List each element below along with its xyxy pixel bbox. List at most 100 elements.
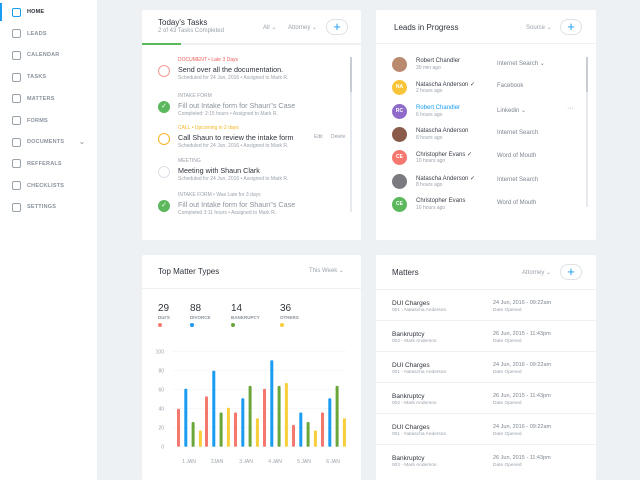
- user-circle-icon: [12, 29, 21, 39]
- bar-1jan-series-0: [177, 408, 180, 447]
- matter-row[interactable]: Bankruptcy 002 - Mark Anderson 26 Jun, 201…: [376, 382, 596, 413]
- sidebar-item-label: SETTINGS: [27, 204, 57, 211]
- y-tick-label: 60: [158, 388, 164, 394]
- lead-item[interactable]: CE Christopher Evans ✓ 10 hours ago Word of…: [376, 150, 596, 173]
- task-meta: Completed 3:11 hours • Assigned to Mark …: [178, 210, 277, 216]
- lead-name[interactable]: Robert Chandler: [416, 104, 461, 111]
- edit-task-link[interactable]: Edit: [314, 134, 323, 140]
- matter-row[interactable]: DUI Charges 001 - Natascha Anderson 24 Jun…: [376, 413, 596, 444]
- stat-label: BANKRUPCY: [231, 315, 260, 320]
- stat-others: 36 OTHERS: [280, 303, 299, 327]
- matter-date-label: Date Opened: [493, 463, 522, 468]
- top-matter-types-card: Top Matter Types This Week ⌄ 0 20 40 60 80 10…: [142, 255, 361, 480]
- task-tag: CALL • Upcoming in 2 days: [178, 125, 239, 131]
- matter-title: Bankruptcy: [392, 331, 425, 338]
- matter-date: 24 Jun, 2016 - 09:22am: [493, 424, 552, 430]
- home-icon: [12, 7, 21, 17]
- chevron-down-icon[interactable]: ⌄: [79, 139, 86, 147]
- bar-1jan-series-1: [184, 388, 188, 447]
- sidebar-item-checklists[interactable]: CHECKLISTS: [0, 175, 97, 197]
- matter-row[interactable]: Bankruptcy 002 - Mark Anderson 26 Jun, 201…: [376, 320, 596, 351]
- bar-3jan-series-3: [255, 418, 259, 447]
- sidebar-item-matters[interactable]: MATTERS: [0, 88, 97, 110]
- sidebar-item-documents[interactable]: DOCUMENTS ⌄: [0, 131, 97, 153]
- lead-source: Word of Mouth: [497, 153, 537, 160]
- y-tick-label: 100: [156, 350, 165, 356]
- task-meta: Scheduled for 24 Jun, 2016 • Assigned to…: [178, 75, 289, 81]
- matter-row[interactable]: DUI Charges 001 - Natascha Anderson 24 Jun…: [376, 289, 596, 320]
- matters-card: Matters Attorney ⌄ + DUI Charges 001 - Na…: [376, 255, 596, 480]
- tasks-filter-all[interactable]: All ⌄: [263, 25, 277, 31]
- bar-3jan-series-2: [248, 385, 252, 447]
- matter-client: 001 - Natascha Anderson: [392, 432, 447, 437]
- sidebar-item-settings[interactable]: SETTINGS: [0, 196, 97, 218]
- lead-item[interactable]: Natascha Anderson 8 hours ago Internet Sea…: [376, 126, 596, 150]
- top-matter-period-filter[interactable]: This Week ⌄: [309, 268, 344, 274]
- task-status-circle[interactable]: [158, 166, 170, 178]
- lead-item[interactable]: Robert Chandler 30 min ago Internet Search…: [376, 57, 596, 80]
- lead-item[interactable]: NA Natascha Anderson ✓ 2 hours ago Facebook: [376, 80, 596, 103]
- tasks-scrollbar[interactable]: [350, 57, 352, 212]
- lead-item[interactable]: Natascha Anderson ✓ 8 hours ago Internet S…: [376, 173, 596, 197]
- stat-value: 14: [231, 303, 243, 314]
- leads-card: Leads in Progress Source ⌄ + Robert Chan…: [376, 10, 596, 240]
- lead-item[interactable]: RC Robert Chandler 6 hours ago Linkedin ⌄ ··…: [376, 103, 596, 127]
- matters-attorney-filter[interactable]: Attorney ⌄: [522, 270, 552, 276]
- more-options-icon[interactable]: ···: [567, 104, 574, 112]
- task-status-circle[interactable]: [158, 65, 170, 77]
- task-item[interactable]: DOCUMENT • Late 3 Days Send over all the …: [142, 57, 342, 89]
- lead-name[interactable]: Robert Chandler: [416, 58, 461, 64]
- bar-2jan-series-1: [212, 370, 216, 447]
- lead-name[interactable]: Natascha Anderson: [416, 127, 469, 134]
- checklist-icon: [12, 181, 21, 191]
- tasks-filter-attorney[interactable]: Attorney ⌄: [288, 25, 318, 31]
- stat-value: 88: [190, 303, 202, 314]
- tasks-progress-track: [142, 43, 361, 45]
- avatar: CE: [392, 196, 407, 212]
- lead-item[interactable]: CE Christopher Evans 10 hours ago Word of M…: [376, 196, 596, 220]
- sidebar-item-label: CHECKLISTS: [27, 182, 65, 189]
- leads-scrollbar[interactable]: [586, 57, 588, 207]
- add-matter-button[interactable]: +: [560, 264, 582, 280]
- lead-name[interactable]: Christopher Evans: [416, 197, 466, 204]
- matter-row[interactable]: DUI Charges 001 - Natascha Anderson 24 Jun…: [376, 351, 596, 382]
- sidebar-item-leads[interactable]: LEADS: [0, 23, 97, 45]
- stat-value: 36: [280, 303, 292, 314]
- bar-4jan-series-1: [270, 360, 274, 447]
- task-item[interactable]: ✓ INTAKE FORM • Was Late for 3 days Fill o…: [142, 192, 342, 224]
- task-status-circle[interactable]: [158, 133, 170, 145]
- bar-5jan-series-0: [292, 424, 295, 447]
- check-circle-icon[interactable]: ✓: [158, 200, 170, 212]
- task-title: Fill out Intake form for Shaun"s Case: [178, 200, 296, 209]
- referral-icon: [12, 159, 21, 169]
- bar-6jan-series-1: [328, 398, 332, 447]
- sidebar: HOME LEADS CALENDAR TASKS MATTERS FORMS DOCUME…: [0, 0, 97, 480]
- lead-name[interactable]: Christopher Evans ✓: [416, 152, 473, 159]
- matter-date: 24 Jun, 2016 - 09:22am: [493, 362, 552, 368]
- sidebar-item-tasks[interactable]: TASKS: [0, 66, 97, 88]
- bar-3jan-series-0: [234, 412, 237, 447]
- task-item[interactable]: MEETING Meeting with Shaun Clark Scheduled…: [142, 158, 342, 190]
- sidebar-item-refferals[interactable]: REFFERALS: [0, 153, 97, 175]
- check-circle-icon[interactable]: ✓: [158, 101, 170, 113]
- task-item[interactable]: ✓ INTAKE FORM Fill out Intake form for Sha…: [142, 93, 342, 125]
- lead-time: 8 hours ago: [416, 134, 443, 141]
- sidebar-item-calendar[interactable]: CALENDAR: [0, 44, 97, 66]
- stat-duis: 29 DUI'S: [158, 303, 170, 327]
- add-task-button[interactable]: +: [326, 19, 348, 35]
- lead-source: Internet Search ⌄: [497, 61, 545, 67]
- matter-row[interactable]: Bankruptcy 002 - Mark Anderson 26 Jun, 201…: [376, 444, 596, 475]
- task-meta: Scheduled for 24 Jun, 2016 • Assigned to…: [178, 143, 289, 149]
- task-item[interactable]: CALL • Upcoming in 2 days Call Shaun to r…: [142, 125, 346, 157]
- sidebar-item-forms[interactable]: FORMS: [0, 110, 97, 132]
- delete-task-link[interactable]: Delete: [331, 134, 346, 140]
- matter-title: DUI Charges: [392, 362, 430, 369]
- leads-source-filter[interactable]: Source ⌄: [526, 25, 552, 31]
- sidebar-item-home[interactable]: HOME: [0, 1, 97, 23]
- lead-name[interactable]: Natascha Anderson ✓: [416, 82, 476, 89]
- sidebar-item-label: FORMS: [27, 117, 48, 124]
- add-lead-button[interactable]: +: [560, 19, 582, 35]
- matter-date: 26 Jun, 2015 - 11:43pm: [493, 393, 551, 399]
- lead-name[interactable]: Natascha Anderson ✓: [416, 175, 476, 182]
- bar-5jan-series-2: [306, 422, 310, 447]
